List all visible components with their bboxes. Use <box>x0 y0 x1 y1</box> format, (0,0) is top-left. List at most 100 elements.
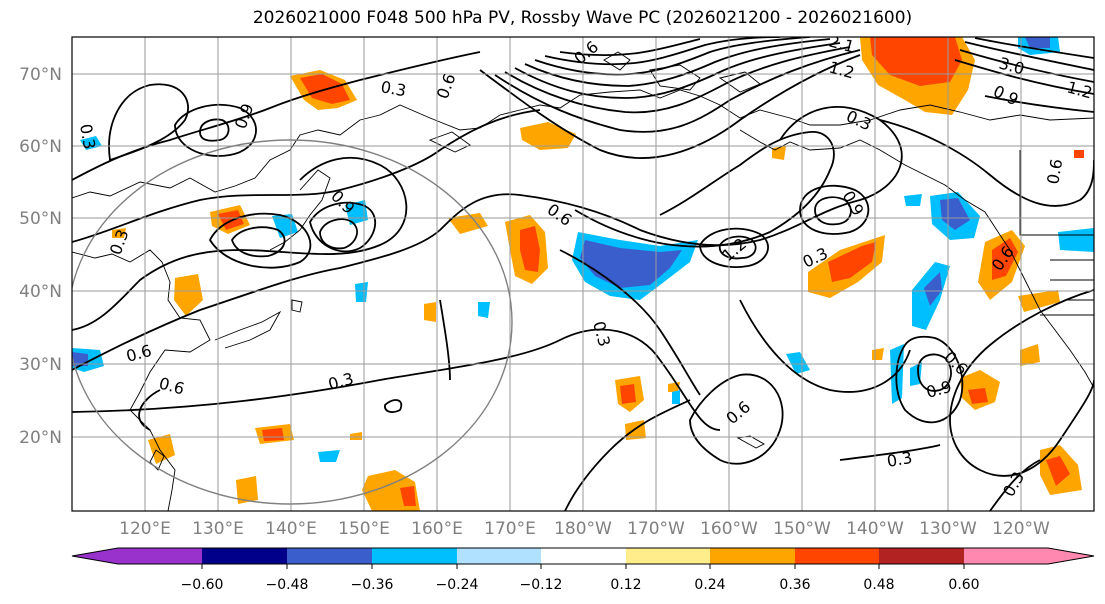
lon-label: 170°E <box>484 519 536 539</box>
positive-anomaly <box>1046 456 1070 486</box>
positive-anomaly <box>262 428 284 441</box>
positive-anomaly <box>992 238 1018 280</box>
negative-anomaly <box>1058 228 1094 252</box>
colorbar-tick-label: 0.60 <box>948 577 979 593</box>
contour-label: 0.6 <box>157 374 187 399</box>
colorbar-extend-high <box>1048 548 1094 564</box>
contour-label: 0.6 <box>940 347 971 378</box>
colorbar-tick-label: −0.24 <box>436 577 479 593</box>
range-circle <box>72 139 513 505</box>
negative-anomaly <box>904 194 922 206</box>
lat-label: 30°N <box>19 355 62 375</box>
lon-label: 130°E <box>192 519 244 539</box>
graticule <box>72 37 1094 511</box>
positive-anomaly <box>350 432 362 440</box>
colorbar-segment <box>372 548 457 564</box>
colorbar-tick-label: 0.48 <box>863 577 894 593</box>
map-title: 2026021000 F048 500 hPa PV, Rossby Wave … <box>252 8 913 28</box>
contour-label: 0.3 <box>589 319 614 349</box>
colorbar-segment <box>879 548 964 564</box>
negative-anomaly <box>924 272 942 306</box>
colorbar-tick-label: −0.12 <box>520 577 563 593</box>
colorbar-tick-label: −0.48 <box>266 577 309 593</box>
colorbar-segment <box>457 548 541 564</box>
lon-label: 150°E <box>338 519 390 539</box>
positive-anomaly <box>968 388 988 404</box>
negative-anomaly <box>1025 37 1050 48</box>
positive-anomaly <box>400 486 416 506</box>
positive-anomaly <box>148 434 175 464</box>
pv-anomaly-shading <box>72 37 1094 511</box>
lon-label: 160°W <box>700 519 758 539</box>
colorbar-segment <box>118 548 202 564</box>
negative-anomaly <box>355 282 368 302</box>
colorbar-segment <box>541 548 626 564</box>
map-frame <box>71 36 1095 512</box>
negative-anomaly <box>478 302 490 318</box>
lon-label: 130°W <box>919 519 977 539</box>
positive-anomaly <box>520 226 540 272</box>
positive-anomaly <box>872 348 884 360</box>
lon-label: 180°W <box>554 519 612 539</box>
colorbar-segment <box>287 548 372 564</box>
colorbar-tick-label: 0.12 <box>610 577 641 593</box>
lon-label: 120°E <box>119 519 171 539</box>
pv-contours <box>72 37 1094 511</box>
contour-label: 0.9 <box>231 101 258 131</box>
negative-anomaly <box>72 352 88 366</box>
contour-label: 3.0 <box>997 54 1027 79</box>
lon-label: 120°W <box>992 519 1050 539</box>
contour-label: 0.3 <box>106 227 133 257</box>
positive-anomaly <box>828 242 876 282</box>
lat-label: 20°N <box>19 428 62 448</box>
lon-label: 150°W <box>773 519 831 539</box>
lon-label: 140°E <box>265 519 317 539</box>
contour-label: 2.1 <box>827 32 857 57</box>
colorbar-extend-low <box>72 548 118 564</box>
lat-label: 60°N <box>19 137 62 157</box>
colorbar-outline <box>71 547 1095 565</box>
colorbar-tick-label: −0.36 <box>351 577 394 593</box>
map-area: 0.3 0.6 0.9 1.2 2.1 3.0 0.6 0.3 0.9 0.6 … <box>72 32 1094 511</box>
colorbar-tick-label: −0.60 <box>181 577 224 593</box>
lon-label: 140°W <box>846 519 904 539</box>
colorbar: −0.60 −0.48 −0.36 −0.24 −0.12 0.12 0.24 … <box>71 547 1095 593</box>
contour-label: 0.9 <box>924 377 954 402</box>
contour-label: 0.3 <box>326 369 356 394</box>
colorbar-segment <box>795 548 879 564</box>
contour-label: 0.6 <box>722 397 754 428</box>
negative-anomaly <box>318 450 340 462</box>
lat-label: 50°N <box>19 209 62 229</box>
lon-label: 160°E <box>411 519 463 539</box>
negative-anomaly <box>345 200 368 225</box>
contour-label: 1.2 <box>718 234 750 265</box>
negative-anomaly <box>786 352 810 374</box>
colorbar-segment <box>964 548 1048 564</box>
contour-label: 0.9 <box>839 188 868 220</box>
contour-label: 0.9 <box>990 81 1021 109</box>
positive-anomaly <box>1020 344 1040 366</box>
contour-label: 0.3 <box>76 122 99 150</box>
lat-label: 70°N <box>19 65 62 85</box>
colorbar-segment <box>626 548 710 564</box>
contour-label: 0.3 <box>999 468 1028 500</box>
negative-anomaly <box>672 390 680 404</box>
positive-anomaly <box>620 384 636 404</box>
positive-anomaly <box>174 274 203 316</box>
contour-label: 0.6 <box>124 341 154 366</box>
positive-anomaly <box>1018 290 1060 312</box>
positive-anomaly <box>424 302 436 322</box>
contour-label: 0.3 <box>843 106 874 134</box>
colorbar-segment <box>710 548 795 564</box>
positive-anomaly <box>112 228 126 238</box>
contour-label: 0.3 <box>885 448 913 471</box>
colorbar-tick-label: 0.24 <box>694 577 725 593</box>
contour-label: 0.3 <box>379 77 407 100</box>
positive-anomaly <box>1074 150 1084 158</box>
lon-label: 170°W <box>627 519 685 539</box>
colorbar-segment <box>202 548 287 564</box>
contour-label: 0.6 <box>1043 157 1066 185</box>
positive-anomaly <box>236 476 258 504</box>
contour-label: 1.2 <box>827 58 857 83</box>
